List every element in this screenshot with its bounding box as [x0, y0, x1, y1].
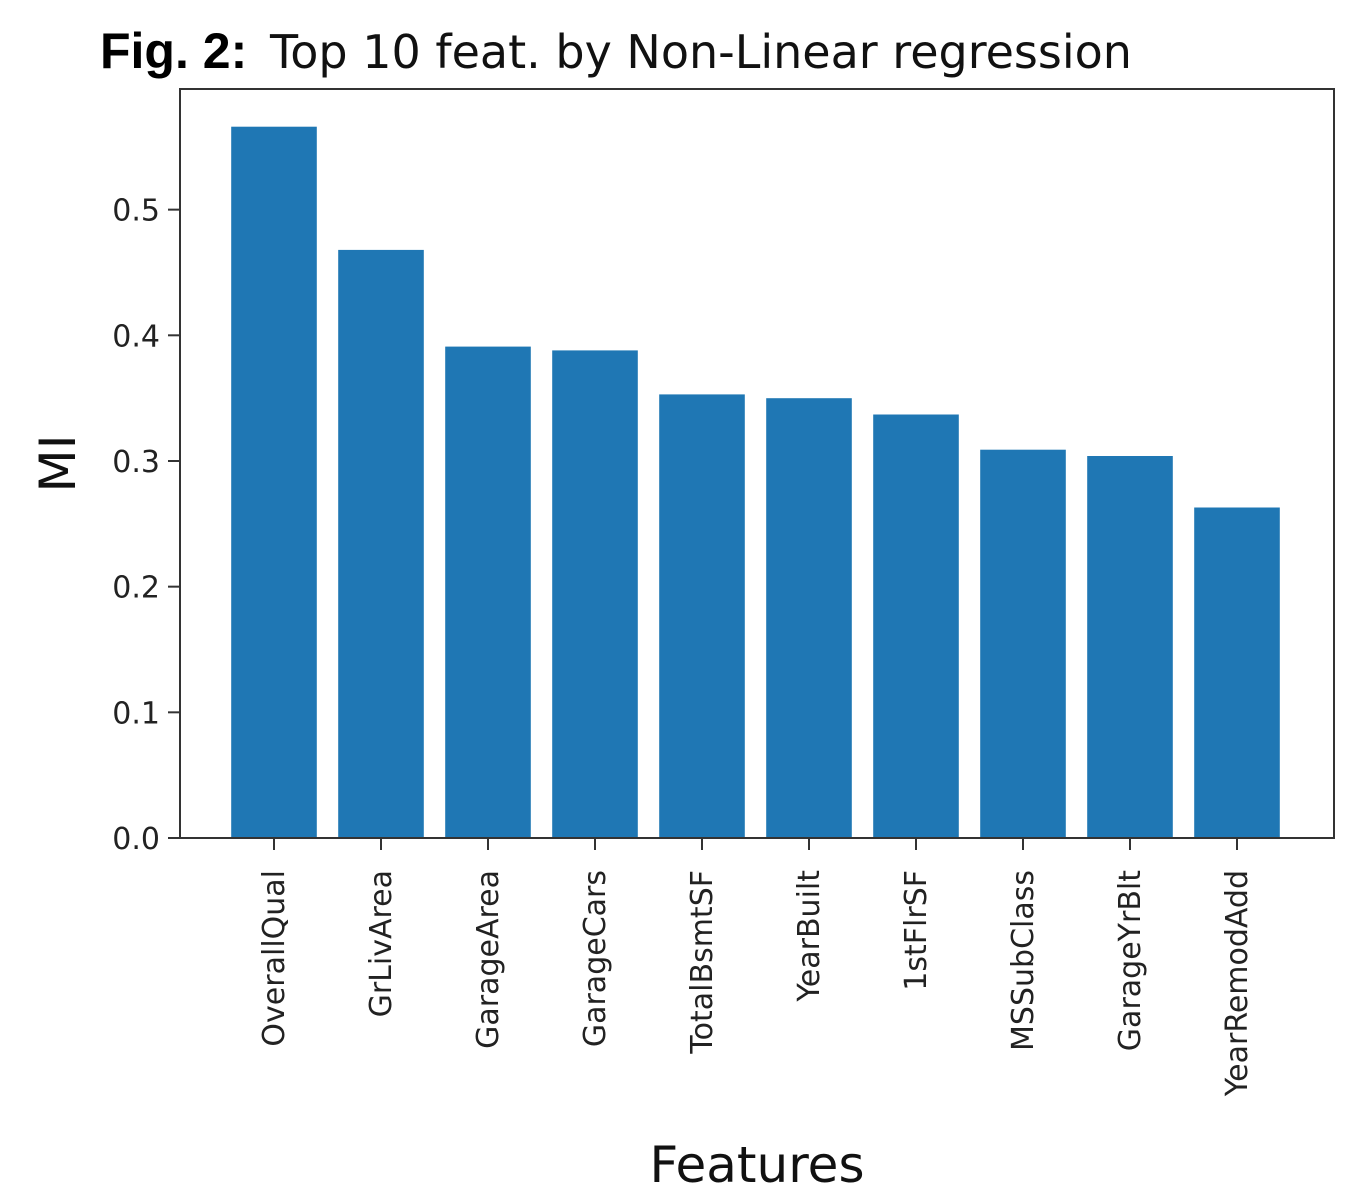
x-tick-label: YearRemodAdd [1220, 870, 1255, 1097]
y-tick-label: 0.2 [112, 571, 160, 606]
x-tick-label: GarageCars [578, 870, 613, 1047]
y-tick-label: 0.0 [112, 822, 160, 857]
x-tick-label: 1stFlrSF [899, 870, 934, 991]
x-tick-label: MSSubClass [1006, 870, 1041, 1051]
bar-TotalBsmtSF [659, 394, 745, 838]
y-tick-label: 0.1 [112, 696, 160, 731]
x-tick-label: OverallQual [257, 870, 292, 1047]
bar-GarageCars [552, 350, 638, 838]
chart-title: Top 10 feat. by Non-Linear regression [269, 25, 1132, 79]
x-tick-label: GrLivArea [364, 870, 399, 1017]
bar-GarageArea [445, 346, 531, 838]
y-axis-ticks: 0.0 0.1 0.2 0.3 0.4 0.5 [112, 194, 180, 857]
x-tick-label: GarageYrBlt [1113, 870, 1148, 1051]
bar-GrLivArea [338, 249, 424, 838]
x-tick-label: GarageArea [471, 870, 506, 1049]
bars-group [231, 126, 1280, 838]
y-tick-label: 0.3 [112, 445, 160, 480]
y-tick-label: 0.5 [112, 194, 160, 229]
bar-GarageYrBlt [1087, 456, 1173, 838]
plot-frame [179, 88, 1335, 839]
bar-OverallQual [231, 126, 317, 838]
x-tick-label: TotalBsmtSF [685, 870, 720, 1055]
bar-YearBuilt [766, 398, 852, 838]
x-axis-ticks: OverallQual GrLivArea GarageArea GarageCars… [257, 838, 1255, 1097]
x-axis-label: Features [650, 1136, 865, 1194]
bar-1stFlrSF [873, 414, 959, 838]
bar-YearRemodAdd [1194, 507, 1280, 838]
figure-label: Fig. 2: [100, 23, 247, 79]
y-tick-label: 0.4 [112, 319, 160, 354]
x-tick-label: YearBuilt [792, 870, 827, 1003]
bar-MSSubClass [980, 449, 1066, 838]
y-axis-label: MI [29, 435, 87, 493]
